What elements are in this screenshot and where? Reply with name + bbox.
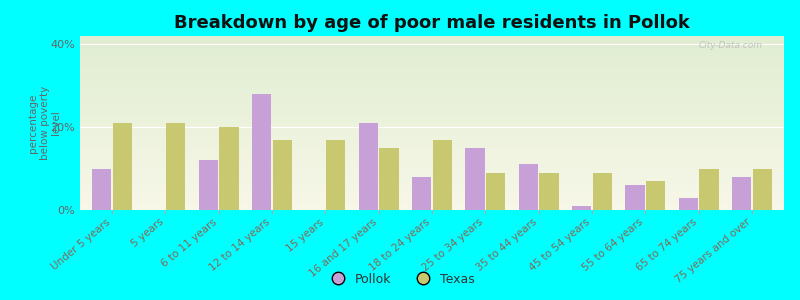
Text: City-Data.com: City-Data.com xyxy=(699,41,763,50)
Bar xyxy=(358,123,378,210)
Bar xyxy=(466,148,485,210)
Bar xyxy=(753,169,772,210)
Bar xyxy=(412,177,431,210)
Bar xyxy=(433,140,452,210)
Bar xyxy=(593,173,612,210)
Bar xyxy=(326,140,346,210)
Bar xyxy=(518,164,538,210)
Bar xyxy=(539,173,558,210)
Bar xyxy=(732,177,751,210)
Bar xyxy=(113,123,132,210)
Bar xyxy=(219,127,238,210)
Title: Breakdown by age of poor male residents in Pollok: Breakdown by age of poor male residents … xyxy=(174,14,690,32)
Bar xyxy=(198,160,218,210)
Bar xyxy=(273,140,292,210)
Bar xyxy=(252,94,271,210)
Bar xyxy=(92,169,111,210)
Bar xyxy=(572,206,591,210)
Bar xyxy=(626,185,645,210)
Bar xyxy=(486,173,506,210)
Bar xyxy=(699,169,718,210)
Bar xyxy=(379,148,398,210)
Y-axis label: percentage
below poverty
level: percentage below poverty level xyxy=(28,86,62,160)
Bar xyxy=(646,181,666,210)
Legend: Pollok, Texas: Pollok, Texas xyxy=(320,268,480,291)
Bar xyxy=(166,123,186,210)
Bar xyxy=(678,198,698,210)
